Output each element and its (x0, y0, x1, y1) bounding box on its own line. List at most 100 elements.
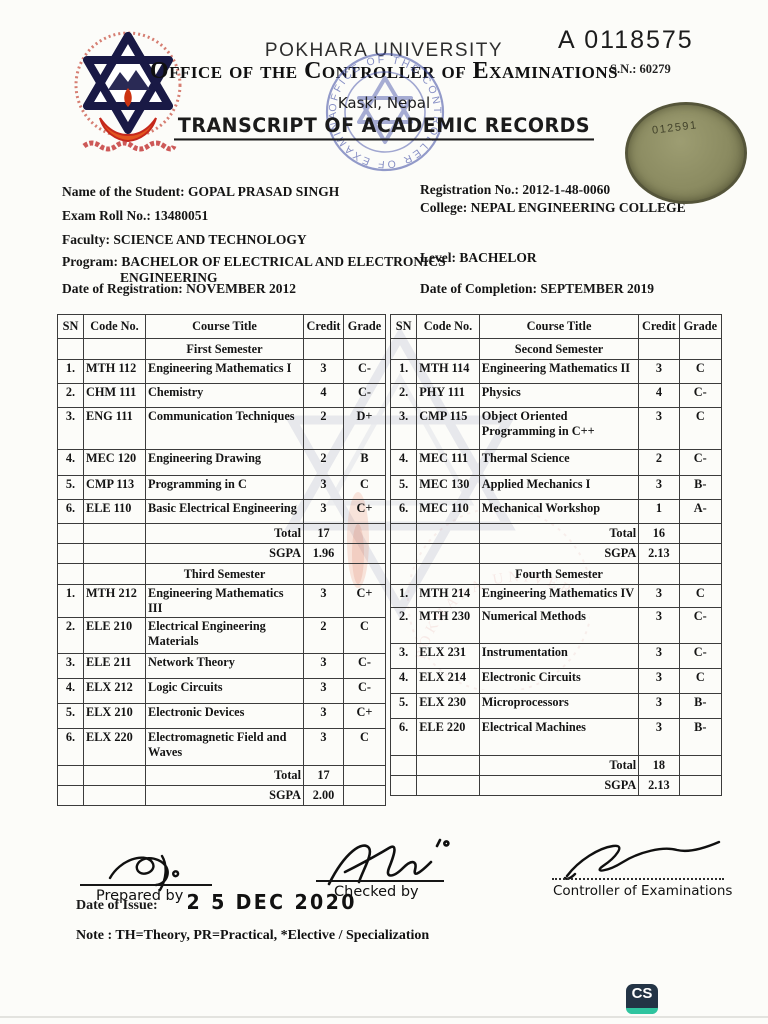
date-of-issue-label: Date of Issue: (76, 898, 158, 913)
course-row: 6. MEC 110 Mechanical Workshop 1 A- (389, 499, 723, 524)
course-row: 6. ELE 220 Electrical Machines 3 B- (389, 718, 723, 756)
prepared-by-signature (108, 854, 180, 892)
semester-band-row: Second Semester (389, 338, 723, 360)
transcript-table: SN Code No. Course Title Credit Grade First S… (57, 314, 386, 806)
course-row: 5. ELX 210 Electronic Devices 3 C+ (57, 703, 386, 729)
semester-title: Third Semester (145, 563, 304, 585)
semester-title: Second Semester (478, 338, 640, 360)
course-row: 2. CHM 111 Chemistry 4 C- (57, 383, 386, 408)
date-of-completion-line: Date of Completion: SEPTEMBER 2019 (420, 281, 654, 296)
column-header: SN (57, 314, 84, 339)
semester-band-row: First Semester (57, 338, 386, 360)
checked-by-signature (327, 838, 450, 886)
total-row: Total 16 (389, 523, 723, 544)
scan-edge-artifact (0, 1016, 768, 1018)
controller-office-stamp: OFFICE OF THE CONTROLLER OF EXAMINATIONS… (315, 42, 445, 172)
course-row: 4. ELX 214 Electronic Circuits 3 C (389, 668, 723, 694)
checked-by-label: Checked by (334, 884, 419, 900)
level-line: Level: BACHELOR (420, 250, 537, 265)
course-row: 3. ELX 231 Instrumentation 3 C- (389, 643, 723, 669)
faculty-line: Faculty: SCIENCE AND TECHNOLOGY (62, 232, 307, 247)
course-row: 2. PHY 111 Physics 4 C- (389, 383, 723, 408)
checked-by-line (316, 880, 444, 882)
semester-title: Fourth Semester (478, 563, 640, 585)
controller-line (552, 878, 724, 880)
sgpa-value: 2.00 (303, 785, 344, 806)
sgpa-label: SGPA (145, 785, 304, 806)
sgpa-row: SGPA 2.13 (389, 543, 723, 564)
total-value: 17 (303, 523, 344, 544)
exam-roll-line: Exam Roll No.: 13480051 (62, 208, 209, 223)
table-header-row: SN Code No. Course Title Credit Grade (389, 314, 723, 339)
program-line-1: Program: BACHELOR OF ELECTRICAL AND ELEC… (62, 254, 446, 269)
sgpa-value: 2.13 (638, 775, 680, 796)
student-name-line: Name of the Student: GOPAL PRASAD SINGH (62, 184, 340, 199)
course-row: 6. ELX 220 Electromagnetic Field and Waves… (57, 728, 386, 766)
course-row: 1. MTH 212 Engineering Mathematics III 3 C+ (57, 584, 386, 618)
controller-signature (563, 840, 721, 880)
course-row: 4. MEC 111 Thermal Science 2 C- (389, 449, 723, 476)
sgpa-row: SGPA 2.13 (389, 775, 723, 796)
embossed-seal (625, 102, 747, 204)
column-header: Grade (343, 314, 386, 339)
registration-no-line: Registration No.: 2012-1-48-0060 (420, 182, 611, 197)
column-header: Credit (638, 314, 680, 339)
pokhara-university-logo (74, 31, 182, 152)
column-header: Code No. (416, 314, 480, 339)
course-row: 3. ENG 111 Communication Techniques 2 D+ (57, 407, 386, 450)
column-header: Code No. (83, 314, 146, 339)
semester-band-row: Third Semester (57, 563, 386, 585)
course-row: 3. ELE 211 Network Theory 3 C- (57, 653, 386, 679)
note-text: Note : TH=Theory, PR=Practical, *Electiv… (76, 928, 430, 943)
semester-title: First Semester (145, 338, 304, 360)
semester-table-left: SN Code No. Course Title Credit Grade First S… (57, 314, 386, 806)
column-header: Grade (678, 314, 723, 339)
total-label: Total (478, 755, 640, 776)
prepared-by-line (80, 884, 212, 886)
course-row: 6. ELE 110 Basic Electrical Engineering 3 C+ (57, 499, 386, 524)
total-label: Total (478, 523, 640, 544)
university-name: POKHARA UNIVERSITY (264, 40, 504, 61)
total-value: 18 (638, 755, 680, 776)
total-label: Total (145, 523, 304, 544)
document-title: TRANSCRIPT OF ACADEMIC RECORDS (0, 115, 768, 141)
course-row: 5. MEC 130 Applied Mechanics I 3 B- (389, 475, 723, 500)
course-row: 4. ELX 212 Logic Circuits 3 C- (57, 678, 386, 704)
sgpa-value: 1.96 (303, 543, 344, 564)
office-name: Office of the Controller of Examinations (149, 58, 619, 84)
camscanner-badge-strip (626, 1008, 658, 1014)
column-header: SN (389, 314, 418, 339)
total-value: 16 (638, 523, 680, 544)
total-row: Total 18 (389, 755, 723, 776)
camscanner-badge: CS (626, 984, 658, 1014)
total-value: 17 (303, 765, 344, 786)
total-row: Total 17 (57, 765, 386, 786)
college-line: College: NEPAL ENGINEERING COLLEGE (420, 200, 686, 215)
semester-table-right: SN Code No. Course Title Credit Grade Second … (389, 314, 723, 796)
date-of-registration-line: Date of Registration: NOVEMBER 2012 (62, 281, 296, 296)
course-row: 1. MTH 214 Engineering Mathematics IV 3 C (389, 584, 723, 608)
course-row: 5. ELX 230 Microprocessors 3 B- (389, 693, 723, 719)
course-row: 4. MEC 120 Engineering Drawing 2 B (57, 449, 386, 476)
course-row: 2. MTH 230 Numerical Methods 3 C- (389, 607, 723, 644)
column-header: Course Title (478, 314, 640, 339)
column-header: Course Title (145, 314, 304, 339)
transcript-table: SN Code No. Course Title Credit Grade Second … (389, 314, 723, 796)
course-row: 2. ELE 210 Electrical Engineering Material… (57, 617, 386, 654)
sgpa-label: SGPA (478, 543, 640, 564)
serial-number: S.N.: 60279 (610, 62, 671, 76)
course-row: 3. CMP 115 Object Oriented Programming in … (389, 407, 723, 450)
sgpa-value: 2.13 (638, 543, 680, 564)
date-of-issue-stamp: 2 5 DEC 2020 (186, 890, 357, 914)
course-row: 1. MTH 114 Engineering Mathematics II 3 C (389, 359, 723, 384)
sgpa-label: SGPA (478, 775, 640, 796)
total-label: Total (145, 765, 304, 786)
semester-band-row: Fourth Semester (389, 563, 723, 585)
controller-label: Controller of Examinations (553, 883, 733, 899)
location-text: Kaski, Nepal (337, 94, 431, 112)
column-header: Credit (303, 314, 344, 339)
total-row: Total 17 (57, 523, 386, 544)
sgpa-row: SGPA 1.96 (57, 543, 386, 564)
